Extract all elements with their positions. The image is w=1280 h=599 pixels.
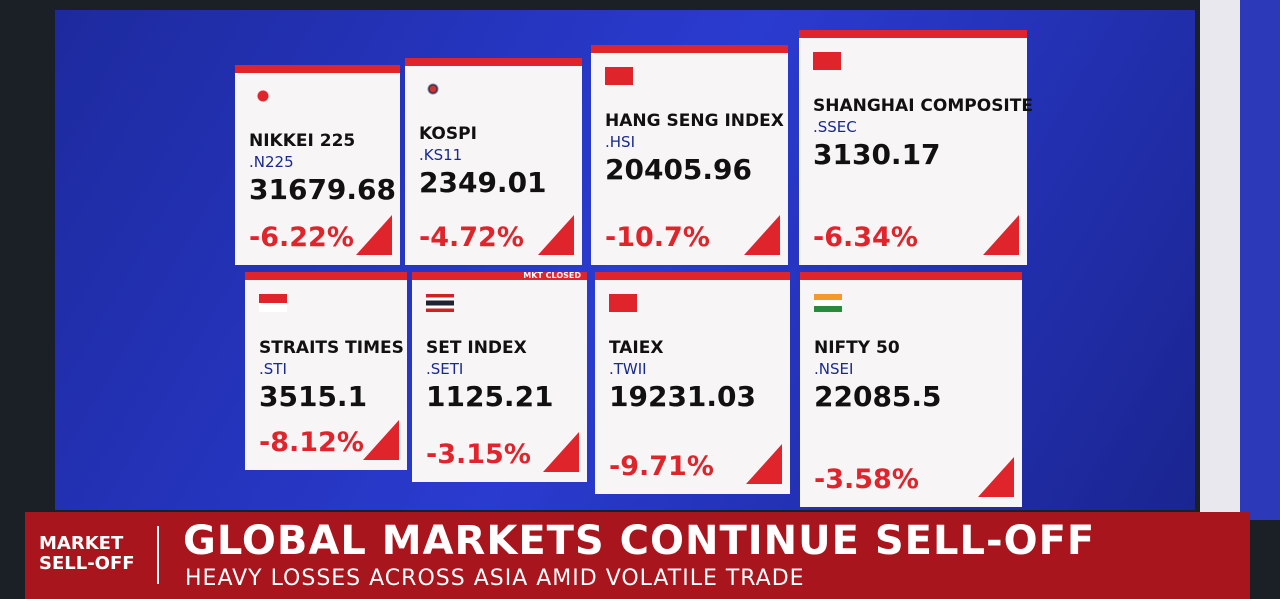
flag: [259, 294, 287, 312]
flag: [605, 67, 633, 85]
change-arrow: [538, 215, 574, 255]
percent-change: -3.15%: [426, 439, 531, 470]
index-value: 20405.96: [605, 153, 753, 186]
index-value: 31679.68: [249, 173, 397, 206]
percent-change: -6.34%: [813, 222, 918, 253]
change-arrow: [356, 215, 392, 255]
ticker: .SETI: [426, 360, 464, 378]
percent-change: -6.22%: [249, 222, 354, 253]
subheadline: HEAVY LOSSES ACROSS ASIA AMID VOLATILE T…: [185, 566, 805, 591]
flag: [814, 294, 842, 312]
change-arrow: [983, 215, 1019, 255]
index-name: KOSPI: [419, 124, 477, 144]
change-arrow: [746, 444, 782, 484]
index-card: HANG SENG INDEX .HSI 20405.96 -10.7%: [591, 45, 788, 265]
index-name: HANG SENG INDEX: [605, 111, 784, 131]
index-card: TAIEX .TWII 19231.03 -9.71%: [595, 272, 790, 494]
index-card: STRAITS TIMES .STI 3515.1 -8.12%: [245, 272, 407, 470]
studio-wall: [1240, 0, 1280, 520]
change-arrow: [363, 420, 399, 460]
ticker: .HSI: [605, 133, 635, 151]
flag: [609, 294, 637, 312]
index-card: NIKKEI 225 .N225 31679.68 -6.22%: [235, 65, 400, 265]
change-arrow: [543, 432, 579, 472]
index-card: SET INDEX .SETI 1125.21 -3.15% MKT CLOSED: [412, 272, 587, 482]
flag: [249, 87, 277, 105]
ticker: .TWII: [609, 360, 647, 378]
section-label: MARKET SELL-OFF: [39, 533, 135, 574]
ticker: .SSEC: [813, 118, 857, 136]
flag: [813, 52, 841, 70]
index-value: 3515.1: [259, 380, 368, 413]
status-note: MKT CLOSED: [523, 271, 581, 280]
flag: [426, 294, 454, 312]
percent-change: -10.7%: [605, 222, 710, 253]
index-value: 1125.21: [426, 380, 554, 413]
index-card: NIFTY 50 .NSEI 22085.5 -3.58%: [800, 272, 1022, 507]
flag: [419, 80, 447, 98]
index-name: NIKKEI 225: [249, 131, 356, 151]
index-name: SET INDEX: [426, 338, 527, 358]
index-value: 2349.01: [419, 166, 547, 199]
index-card: SHANGHAI COMPOSITE .SSEC 3130.17 -6.34%: [799, 30, 1033, 265]
index-value: 3130.17: [813, 138, 941, 171]
ticker: .KS11: [419, 146, 463, 164]
percent-change: -8.12%: [259, 427, 364, 458]
divider: [157, 526, 159, 584]
ticker: .N225: [249, 153, 294, 171]
percent-change: -4.72%: [419, 222, 524, 253]
index-value: 19231.03: [609, 380, 757, 413]
percent-change: -9.71%: [609, 451, 714, 482]
lower-third: MARKET SELL-OFF GLOBAL MARKETS CONTINUE …: [25, 512, 1250, 599]
index-name: SHANGHAI COMPOSITE: [813, 96, 1033, 116]
headline: GLOBAL MARKETS CONTINUE SELL-OFF: [183, 518, 1096, 564]
index-name: NIFTY 50: [814, 338, 900, 358]
ticker: .NSEI: [814, 360, 854, 378]
ticker: .STI: [259, 360, 287, 378]
index-card: KOSPI .KS11 2349.01 -4.72%: [405, 58, 582, 265]
index-name: STRAITS TIMES: [259, 338, 404, 358]
index-name: TAIEX: [609, 338, 664, 358]
change-arrow: [744, 215, 780, 255]
change-arrow: [978, 457, 1014, 497]
index-value: 22085.5: [814, 380, 942, 413]
percent-change: -3.58%: [814, 464, 919, 495]
